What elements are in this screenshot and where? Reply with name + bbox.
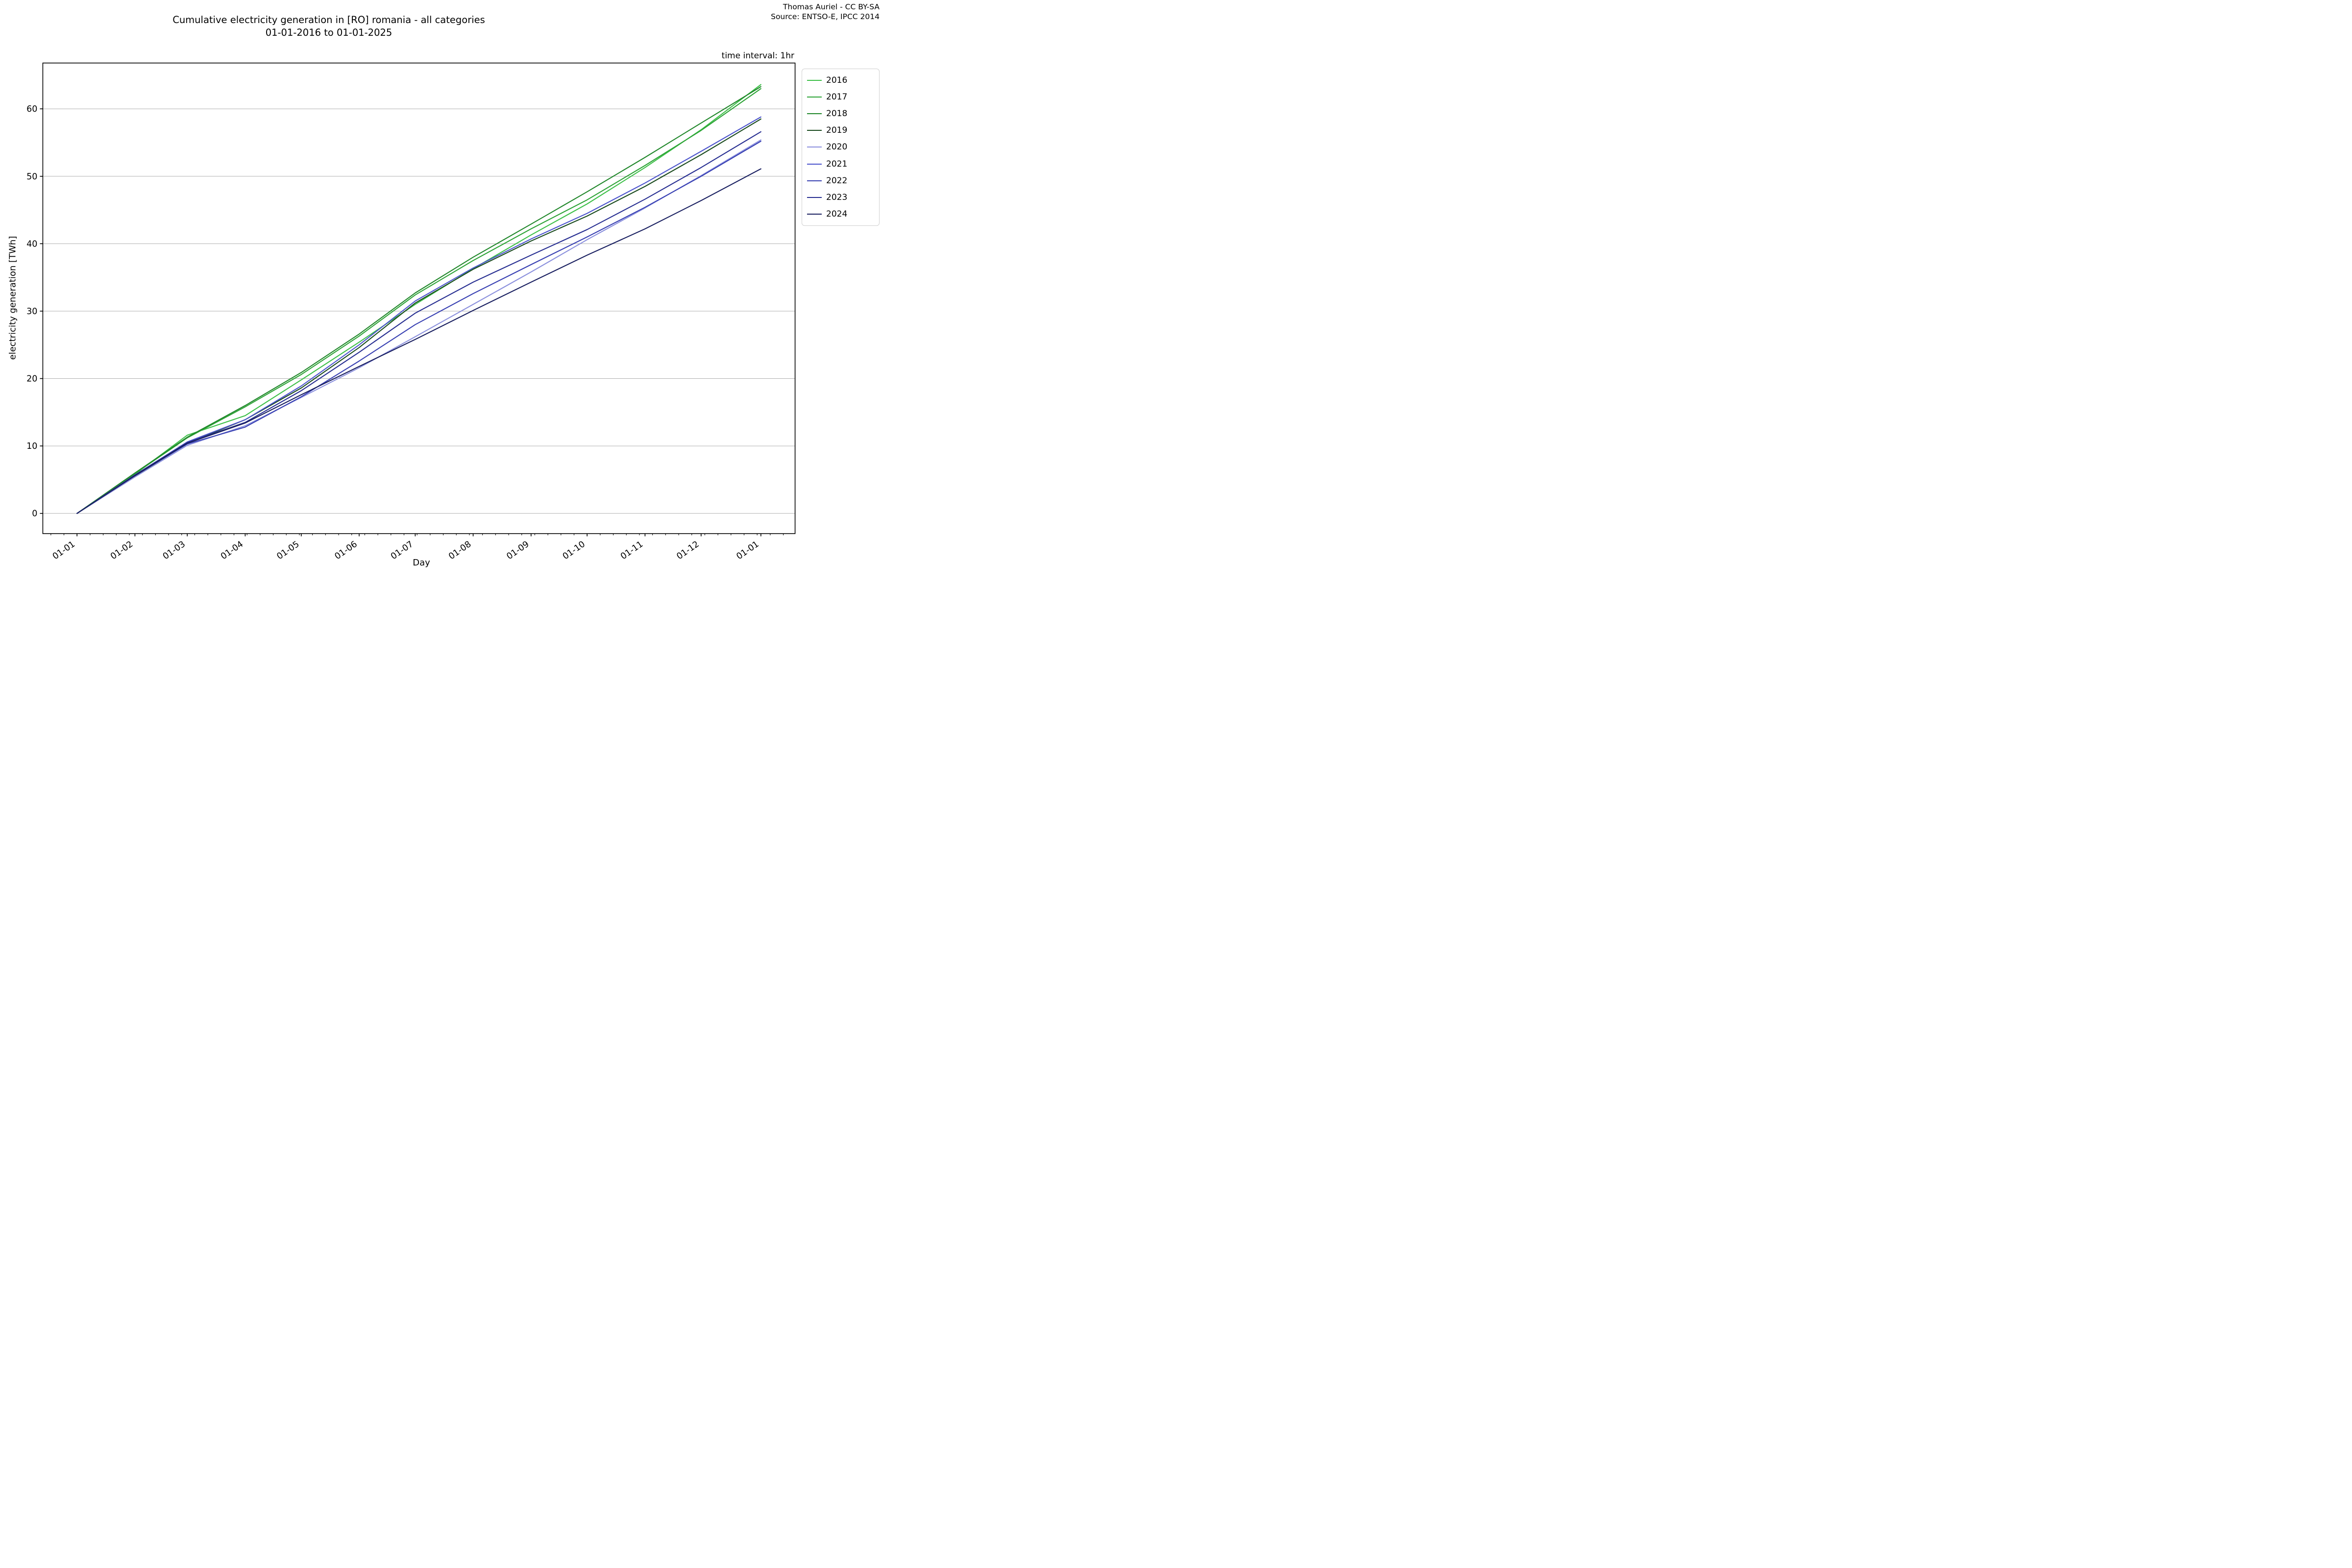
legend-swatch-2019 <box>807 130 822 131</box>
legend-item-2024: 2024 <box>802 209 879 219</box>
legend-item-2018: 2018 <box>802 109 879 119</box>
plot-spines <box>42 62 796 534</box>
series-line-2021 <box>76 116 761 514</box>
y-axis-label: electricity generation [TWh] <box>7 236 18 360</box>
attribution: Thomas Auriel - CC BY-SA Source: ENTSO-E… <box>771 2 880 22</box>
x-tick-label: 01-08 <box>447 539 473 562</box>
legend: 2016 2017 2018 2019 2020 2021 2022 2023 2024 <box>802 69 880 226</box>
legend-item-2017: 2017 <box>802 92 879 102</box>
y-tick-label: 20 <box>26 374 37 384</box>
x-tick-label: 01-09 <box>505 539 531 562</box>
series-line-2017 <box>76 88 761 514</box>
figure: Cumulative electricity generation in [RO… <box>0 0 882 588</box>
x-tick-label: 01-07 <box>389 539 415 562</box>
legend-item-2022: 2022 <box>802 176 879 186</box>
legend-swatch-2016 <box>807 80 822 81</box>
y-tick-label: 50 <box>26 172 37 182</box>
y-tick-label: 0 <box>32 509 37 519</box>
series-line-2016 <box>76 84 761 514</box>
x-tick-label: 01-02 <box>109 539 135 562</box>
attribution-author: Thomas Auriel - CC BY-SA <box>783 2 880 11</box>
legend-label-2023: 2023 <box>826 192 848 202</box>
series-line-2020 <box>76 139 761 514</box>
x-axis-label: Day <box>413 558 430 568</box>
series-line-2019 <box>76 118 761 514</box>
legend-swatch-2021 <box>807 163 822 165</box>
attribution-source: Source: ENTSO-E, IPCC 2014 <box>771 12 880 21</box>
legend-item-2023: 2023 <box>802 193 879 202</box>
legend-swatch-2023 <box>807 196 822 198</box>
legend-label-2017: 2017 <box>826 92 848 102</box>
chart-title-line2: 01-01-2016 to 01-01-2025 <box>265 27 392 38</box>
x-tick-label: 01-05 <box>275 539 301 562</box>
legend-swatch-2017 <box>807 97 822 98</box>
y-tick-label: 40 <box>26 239 37 249</box>
legend-swatch-2022 <box>807 180 822 181</box>
y-tick-label: 30 <box>26 307 37 317</box>
legend-label-2024: 2024 <box>826 209 848 219</box>
x-tick-label: 01-06 <box>333 539 359 562</box>
series-line-2022 <box>76 141 761 514</box>
plot-area: 0 10 20 30 40 50 60 01-01 01-02 01-03 01-04 01-05 01… <box>26 62 796 562</box>
series-line-2024 <box>76 168 761 514</box>
legend-item-2020: 2020 <box>802 142 879 152</box>
time-interval-annotation: time interval: 1hr <box>721 51 794 61</box>
x-tick-label: 01-01 <box>51 539 77 562</box>
legend-label-2021: 2021 <box>826 159 848 169</box>
legend-label-2016: 2016 <box>826 75 848 86</box>
chart-title-line1: Cumulative electricity generation in [RO… <box>172 14 485 25</box>
legend-item-2016: 2016 <box>802 75 879 85</box>
legend-swatch-2024 <box>807 213 822 215</box>
x-tick-label: 01-12 <box>675 539 701 562</box>
y-tick-label: 60 <box>26 104 37 114</box>
y-tick-label: 10 <box>26 441 37 451</box>
legend-label-2020: 2020 <box>826 142 848 152</box>
legend-swatch-2018 <box>807 113 822 115</box>
series-line-2023 <box>76 131 761 514</box>
legend-label-2018: 2018 <box>826 109 848 119</box>
x-tick-label: 01-03 <box>161 539 187 562</box>
x-tick-label: 01-10 <box>561 539 587 562</box>
x-tick-label: 01-04 <box>219 539 245 562</box>
legend-label-2022: 2022 <box>826 175 848 186</box>
x-tick-label: 01-01 <box>735 539 761 562</box>
series-line-2018 <box>76 86 761 514</box>
chart-title: Cumulative electricity generation in [RO… <box>172 14 485 39</box>
legend-label-2019: 2019 <box>826 125 848 136</box>
legend-item-2019: 2019 <box>802 125 879 135</box>
x-tick-label: 01-11 <box>619 539 645 562</box>
legend-item-2021: 2021 <box>802 159 879 169</box>
